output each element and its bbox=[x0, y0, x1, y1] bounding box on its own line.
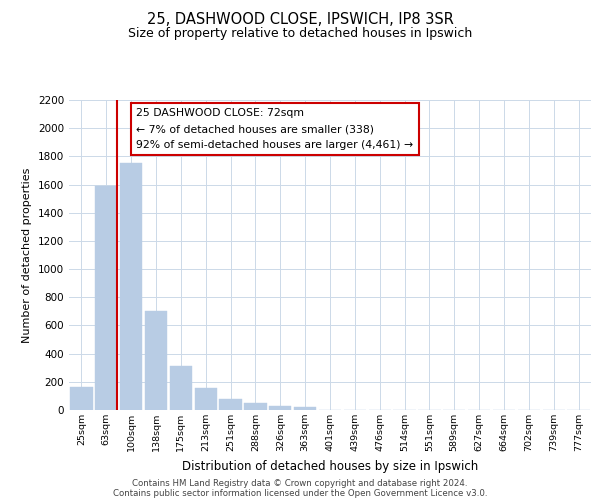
Bar bbox=[244, 403, 266, 410]
Text: 25 DASHWOOD CLOSE: 72sqm
← 7% of detached houses are smaller (338)
92% of semi-d: 25 DASHWOOD CLOSE: 72sqm ← 7% of detache… bbox=[136, 108, 413, 150]
X-axis label: Distribution of detached houses by size in Ipswich: Distribution of detached houses by size … bbox=[182, 460, 478, 472]
Bar bbox=[269, 406, 292, 410]
Text: Contains HM Land Registry data © Crown copyright and database right 2024.: Contains HM Land Registry data © Crown c… bbox=[132, 478, 468, 488]
Bar bbox=[120, 164, 142, 410]
Bar bbox=[145, 312, 167, 410]
Text: Contains public sector information licensed under the Open Government Licence v3: Contains public sector information licen… bbox=[113, 488, 487, 498]
Bar bbox=[95, 186, 118, 410]
Bar bbox=[220, 398, 242, 410]
Text: Size of property relative to detached houses in Ipswich: Size of property relative to detached ho… bbox=[128, 28, 472, 40]
Y-axis label: Number of detached properties: Number of detached properties bbox=[22, 168, 32, 342]
Bar bbox=[294, 408, 316, 410]
Bar bbox=[70, 388, 92, 410]
Bar bbox=[170, 366, 192, 410]
Text: 25, DASHWOOD CLOSE, IPSWICH, IP8 3SR: 25, DASHWOOD CLOSE, IPSWICH, IP8 3SR bbox=[146, 12, 454, 28]
Bar bbox=[194, 388, 217, 410]
